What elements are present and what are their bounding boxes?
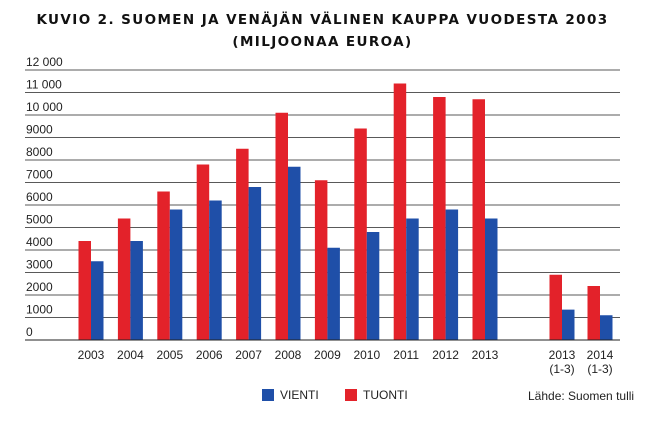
legend-swatch-tuonti bbox=[345, 389, 357, 401]
y-tick-label: 6000 bbox=[26, 190, 53, 204]
legend-item-vienti: VIENTI bbox=[262, 388, 319, 402]
chart-title: KUVIO 2. SUOMEN JA VENÄJÄN VÄLINEN KAUPP… bbox=[36, 12, 609, 28]
bar-tuonti bbox=[196, 164, 210, 340]
x-tick-label: 2009 bbox=[314, 348, 341, 362]
x-tick-label: 2007 bbox=[235, 348, 262, 362]
bar-vienti bbox=[288, 166, 301, 340]
bar-tuonti bbox=[117, 218, 131, 340]
bar-vienti bbox=[248, 187, 262, 340]
y-tick-label: 9000 bbox=[26, 123, 53, 137]
x-tick-label-sub: (1-3) bbox=[549, 362, 574, 376]
bar-vienti bbox=[209, 200, 222, 340]
legend-label-vienti: VIENTI bbox=[280, 388, 319, 402]
bar-tuonti bbox=[393, 83, 407, 340]
bar-tuonti bbox=[549, 274, 562, 340]
bar-vienti bbox=[169, 209, 183, 340]
y-tick-label: 3000 bbox=[26, 258, 53, 272]
bar-vienti bbox=[445, 209, 459, 340]
legend-label-tuonti: TUONTI bbox=[363, 388, 408, 402]
x-tick-label: 2003 bbox=[78, 348, 105, 362]
source-note: Lähde: Suomen tulli bbox=[528, 389, 635, 403]
y-tick-label: 5000 bbox=[26, 213, 53, 227]
legend-item-tuonti: TUONTI bbox=[345, 388, 408, 402]
y-tick-label: 8000 bbox=[26, 145, 53, 159]
bar-vienti bbox=[600, 315, 613, 340]
bar-vienti bbox=[485, 218, 498, 340]
bar-vienti bbox=[327, 247, 340, 340]
y-tick-label: 4000 bbox=[26, 235, 53, 249]
bar-tuonti bbox=[354, 128, 367, 340]
bar-vienti bbox=[130, 241, 143, 340]
y-tick-label: 1000 bbox=[26, 303, 53, 317]
bar-tuonti bbox=[314, 180, 328, 340]
bar-tuonti bbox=[433, 97, 446, 340]
y-tick-label: 0 bbox=[26, 325, 33, 339]
bar-vienti bbox=[91, 261, 104, 340]
bar-tuonti bbox=[587, 286, 600, 340]
bar-tuonti bbox=[472, 99, 485, 340]
bar-tuonti bbox=[157, 191, 170, 340]
x-tick-label: 2006 bbox=[196, 348, 223, 362]
bar-vienti bbox=[406, 218, 419, 340]
bar-tuonti bbox=[236, 148, 249, 340]
bar-tuonti bbox=[275, 112, 288, 340]
y-tick-label: 2000 bbox=[26, 280, 53, 294]
y-tick-label: 12 000 bbox=[26, 55, 63, 69]
x-tick-label: 2013 bbox=[549, 348, 576, 362]
x-tick-label: 2004 bbox=[117, 348, 144, 362]
chart-subtitle: (MILJOONAA EUROA) bbox=[232, 34, 413, 50]
y-tick-label: 10 000 bbox=[26, 100, 63, 114]
x-tick-label: 2005 bbox=[156, 348, 183, 362]
x-tick-label: 2008 bbox=[275, 348, 302, 362]
bar-tuonti bbox=[78, 241, 91, 340]
x-tick-label: 2010 bbox=[353, 348, 380, 362]
y-tick-label: 11 000 bbox=[26, 78, 62, 92]
x-tick-label: 2011 bbox=[393, 348, 419, 362]
x-tick-label-sub: (1-3) bbox=[587, 362, 612, 376]
x-tick-label: 2013 bbox=[472, 348, 499, 362]
x-tick-label: 2014 bbox=[587, 348, 614, 362]
y-tick-label: 7000 bbox=[26, 168, 53, 182]
legend-swatch-vienti bbox=[262, 389, 274, 401]
bar-vienti bbox=[366, 232, 380, 340]
bar-vienti bbox=[562, 309, 575, 340]
x-tick-label: 2012 bbox=[432, 348, 459, 362]
